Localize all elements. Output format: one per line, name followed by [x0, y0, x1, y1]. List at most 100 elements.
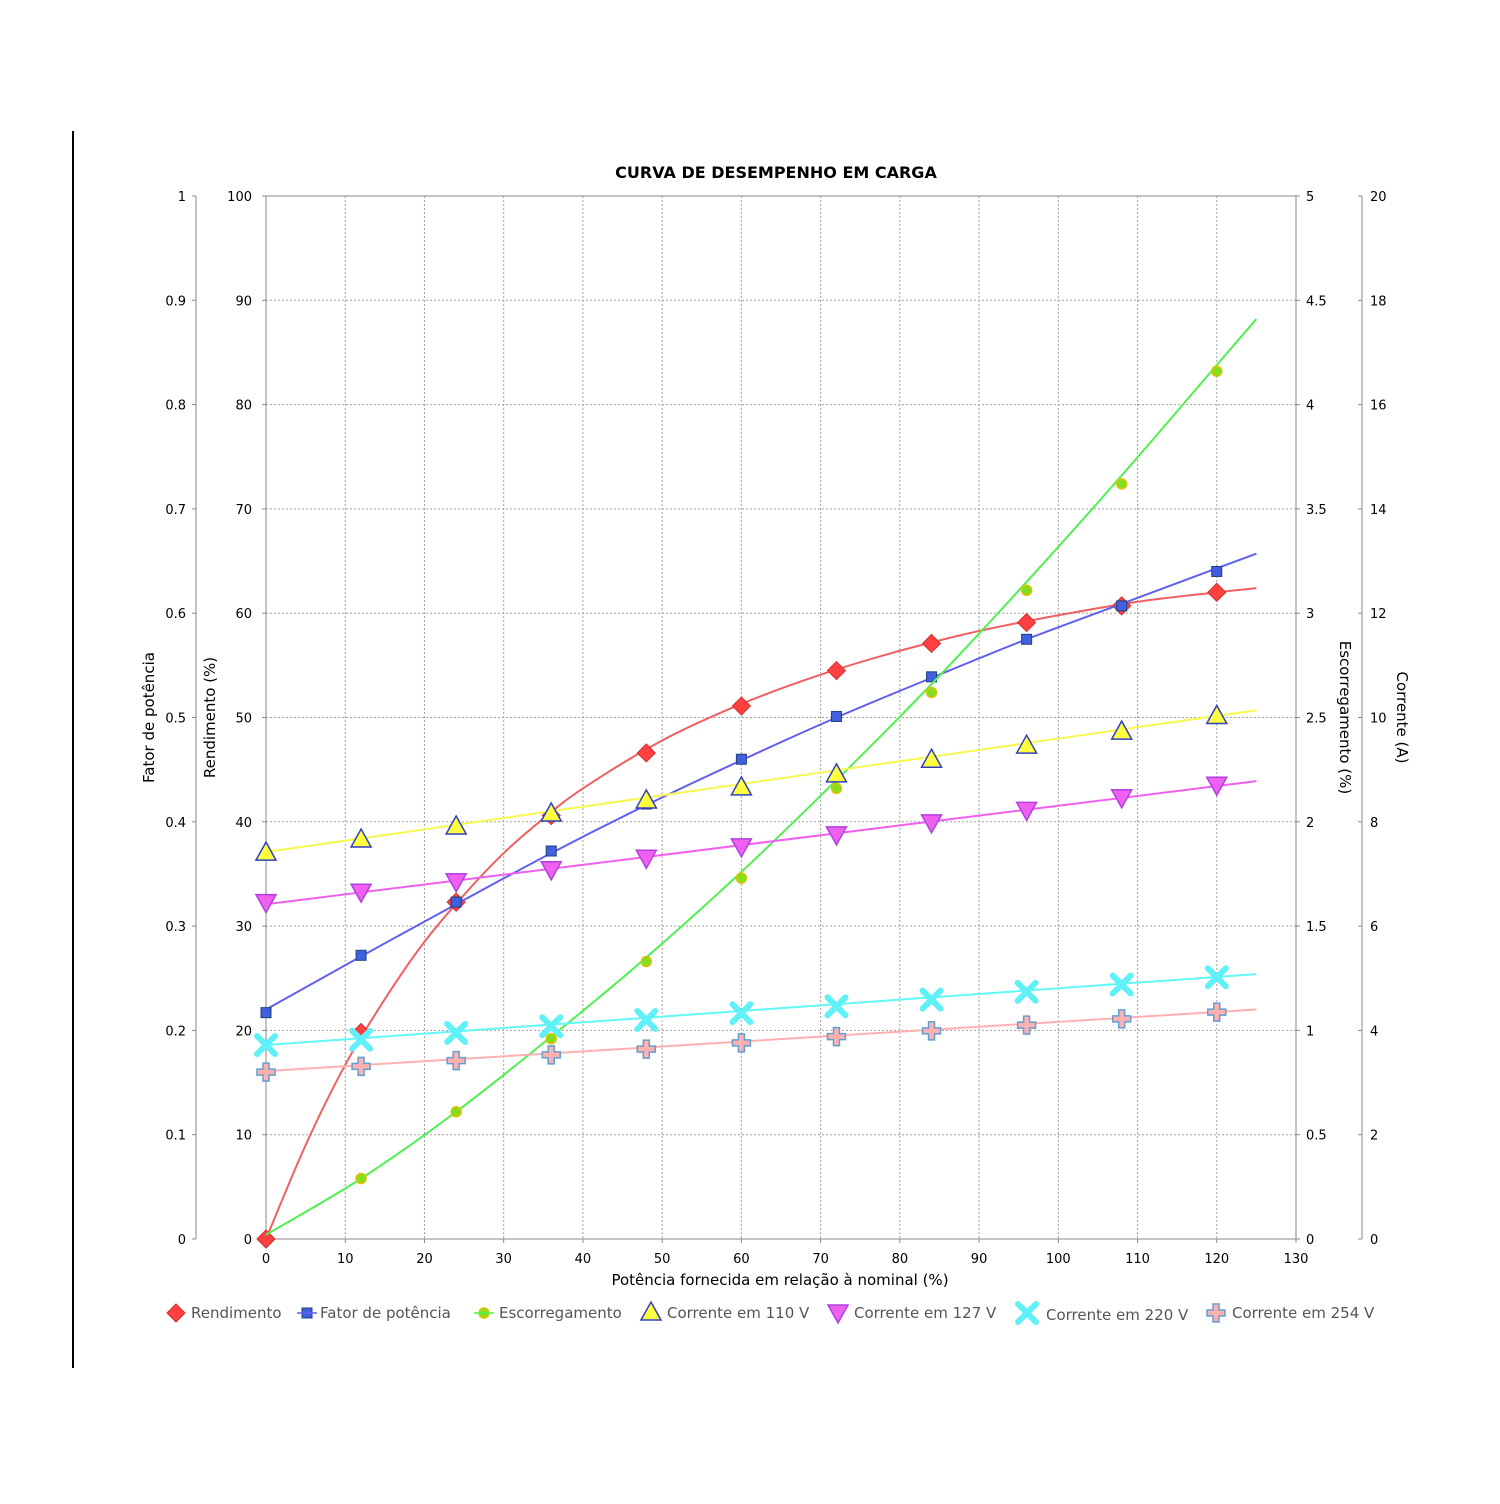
series-Corrente em 254 V — [256, 1002, 1257, 1082]
rendimento-tick-label: 90 — [235, 294, 252, 309]
escorregamento-tick-label: 2.5 — [1306, 712, 1327, 727]
corrente-tick-label: 8 — [1370, 816, 1378, 831]
corrente-tick-label: 16 — [1370, 399, 1387, 414]
legend-marker — [1015, 1301, 1039, 1325]
corrente-tick-label: 20 — [1370, 190, 1387, 205]
data-point — [635, 849, 658, 870]
fator-tick-label: 0.8 — [165, 399, 186, 414]
legend-marker — [166, 1303, 186, 1323]
legend-item: Corrente em 110 V — [639, 1300, 810, 1322]
series-line — [265, 587, 1257, 1240]
data-point — [1021, 633, 1033, 645]
legend-item: Corrente em 254 V — [1206, 1303, 1375, 1323]
data-point — [1016, 612, 1037, 633]
series-line — [265, 780, 1257, 906]
escorregamento-tick-label: 3.5 — [1306, 503, 1327, 518]
data-point — [921, 633, 942, 654]
series-line — [265, 709, 1257, 854]
fator-tick-label: 0.4 — [165, 816, 186, 831]
legend-label: Corrente em 110 V — [667, 1304, 810, 1322]
series-Corrente em 127 V — [254, 776, 1257, 915]
grid — [265, 195, 1297, 1240]
x-axis-title: Potência fornecida em relação à nominal … — [611, 1271, 948, 1289]
data-point — [825, 762, 848, 783]
data-point — [1116, 600, 1128, 612]
x-tick-label: 20 — [416, 1252, 433, 1267]
data-point — [349, 883, 373, 904]
legend-item: Corrente em 127 V — [826, 1304, 997, 1325]
data-point — [731, 696, 752, 716]
x-marker-stroke — [1014, 979, 1039, 1004]
legend-label: Rendimento — [191, 1304, 282, 1322]
rendimento-tick-label: 40 — [235, 816, 252, 831]
data-point — [731, 1033, 752, 1053]
escorregamento-tick-label: 4 — [1306, 399, 1314, 414]
data-point — [1015, 801, 1038, 822]
corrente-tick-label: 2 — [1370, 1129, 1378, 1144]
series-layer — [254, 318, 1258, 1249]
escorregamento-tick-label: 0.5 — [1306, 1129, 1327, 1144]
data-point — [351, 1056, 371, 1077]
data-point — [1016, 1015, 1037, 1035]
series-Corrente em 220 V — [254, 965, 1257, 1058]
data-point — [729, 1001, 754, 1026]
data-point — [636, 743, 657, 763]
x-marker-stroke — [444, 1021, 469, 1046]
series-line — [265, 1008, 1257, 1073]
data-point — [1207, 1002, 1227, 1022]
data-point — [1020, 584, 1033, 597]
corrente-tick-label: 18 — [1370, 294, 1387, 309]
chart-title: CURVA DE DESEMPENHO EM CARGA — [615, 163, 937, 182]
escorregamento-tick-label: 3 — [1306, 607, 1314, 622]
legend-item: Rendimento — [166, 1303, 282, 1323]
x-tick-label: 130 — [1284, 1252, 1309, 1267]
data-point — [256, 1062, 276, 1082]
escorregamento-tick-label: 5 — [1306, 190, 1314, 205]
rendimento-tick-label: 50 — [235, 712, 252, 727]
data-point — [919, 987, 944, 1012]
data-point — [1110, 789, 1133, 810]
corrente-tick-label: 6 — [1370, 920, 1378, 935]
x-tick-label: 100 — [1046, 1252, 1071, 1267]
x-tick-label: 40 — [575, 1252, 592, 1267]
data-point — [450, 896, 462, 908]
rendimento-tick-label: 60 — [235, 607, 252, 622]
fator-tick-label: 1 — [178, 190, 186, 205]
fator-tick-label: 0.6 — [165, 607, 186, 622]
escorregamento-axis-title: Escorregamento (%) — [1336, 641, 1354, 795]
data-point — [1111, 1009, 1132, 1029]
data-point — [826, 660, 847, 681]
data-point — [1115, 478, 1128, 490]
data-point — [254, 893, 278, 915]
rendimento-axis-title: Rendimento (%) — [201, 657, 219, 778]
rendimento-tick-label: 30 — [235, 920, 252, 935]
x-marker-stroke — [634, 1007, 659, 1032]
page-left-border — [72, 131, 74, 1368]
x-marker-stroke — [1109, 972, 1134, 997]
legend-marker — [1206, 1303, 1226, 1323]
x-tick-label: 120 — [1204, 1252, 1229, 1267]
x-tick-label: 30 — [495, 1252, 512, 1267]
x-tick-label: 10 — [337, 1252, 354, 1267]
data-point — [1014, 979, 1039, 1004]
escorregamento-tick-label: 4.5 — [1306, 294, 1327, 309]
rendimento-tick-label: 10 — [235, 1129, 252, 1144]
legend-label: Corrente em 127 V — [854, 1304, 997, 1322]
data-point — [254, 1033, 278, 1058]
data-point — [545, 845, 557, 857]
data-point — [1207, 582, 1227, 603]
x-marker-stroke — [349, 1027, 374, 1052]
legend-label: Corrente em 254 V — [1232, 1304, 1375, 1322]
fator-tick-label: 0.9 — [165, 294, 186, 309]
x-marker-stroke — [1204, 965, 1229, 990]
x-tick-label: 0 — [262, 1252, 270, 1267]
data-point — [824, 994, 849, 1019]
axes: 0 10 20 30 40 50 60 70 80 90 100 110 120 13000.10.20.… — [140, 190, 1411, 1267]
x-marker-stroke — [254, 1033, 278, 1058]
escorregamento-tick-label: 0 — [1306, 1233, 1314, 1248]
legend-item: Corrente em 220 V — [1015, 1301, 1189, 1325]
x-marker-stroke — [919, 987, 944, 1012]
data-point — [925, 686, 938, 699]
data-point — [539, 801, 563, 822]
legend-label: Escorregamento — [499, 1304, 622, 1322]
